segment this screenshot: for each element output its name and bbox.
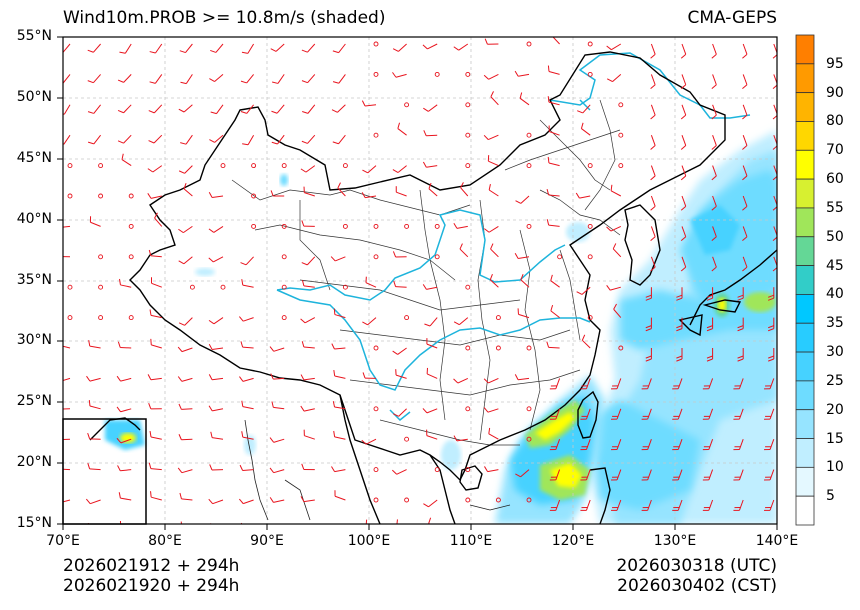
valid-time-cst: 2026030402 (CST) <box>617 576 777 596</box>
model-name: CMA-GEPS <box>687 8 777 28</box>
colorbar-segment <box>795 149 815 180</box>
colorbar-segment <box>795 178 815 209</box>
colorbar-label: 15 <box>826 430 844 447</box>
lat-label-35: 35°N <box>16 272 52 288</box>
init-time-line2: 2026021920 + 294h <box>63 576 240 596</box>
colorbar-label: 80 <box>826 113 844 130</box>
colorbar-segment <box>795 495 815 526</box>
colorbar-segment <box>795 380 815 411</box>
lat-label-55: 55°N <box>16 28 52 44</box>
colorbar-segment <box>795 207 815 238</box>
country-borders <box>89 51 777 524</box>
lon-label-100: 100°E <box>347 533 391 549</box>
colorbar-label: 50 <box>826 228 844 245</box>
colorbar-label: 90 <box>826 84 844 101</box>
lon-label-110: 110°E <box>449 533 493 549</box>
colorbar-label: 20 <box>826 401 844 418</box>
colorbar <box>795 34 815 526</box>
colorbar-segment <box>795 438 815 468</box>
wind-barbs <box>63 37 777 524</box>
init-time-line1: 2026021912 + 294h <box>63 556 240 576</box>
colorbar-segment <box>795 63 815 94</box>
colorbar-label: 35 <box>826 315 844 332</box>
valid-time-block: 2026030318 (UTC) 2026030402 (CST) <box>616 556 777 596</box>
lon-label-70: 70°E <box>46 533 80 549</box>
colorbar-label: 10 <box>826 459 844 476</box>
lon-label-90: 90°E <box>250 533 284 549</box>
colorbar-segment <box>795 265 815 295</box>
colorbar-label: 40 <box>826 286 844 303</box>
lat-label-20: 20°N <box>16 454 52 470</box>
colorbar-label: 25 <box>826 372 844 389</box>
lat-label-50: 50°N <box>16 89 52 105</box>
lat-label-45: 45°N <box>16 150 52 166</box>
colorbar-segment <box>795 351 815 382</box>
lat-label-15: 15°N <box>16 515 52 531</box>
colorbar-label: 95 <box>826 55 844 72</box>
valid-time-utc: 2026030318 (UTC) <box>616 556 777 576</box>
colorbar-segment <box>795 409 815 439</box>
axis-ticks <box>57 36 778 530</box>
chart-title: Wind10m.PROB >= 10.8m/s (shaded) <box>63 8 386 28</box>
lat-label-25: 25°N <box>16 393 52 409</box>
grid-lines <box>63 37 777 524</box>
colorbar-segment <box>795 92 815 122</box>
colorbar-label: 70 <box>826 142 844 159</box>
colorbar-segment <box>795 322 815 353</box>
lon-label-140: 140°E <box>755 533 799 549</box>
colorbar-label: 60 <box>826 171 844 188</box>
colorbar-label: 5 <box>826 488 835 505</box>
colorbar-label: 55 <box>826 199 844 216</box>
init-time-block: 2026021912 + 294h 2026021920 + 294h <box>63 556 239 596</box>
colorbar-segment <box>795 121 815 151</box>
colorbar-segment <box>795 34 815 65</box>
province-borders <box>231 99 621 446</box>
colorbar-segment <box>795 466 815 497</box>
lon-label-80: 80°E <box>148 533 182 549</box>
lon-label-130: 130°E <box>653 533 697 549</box>
rivers <box>276 52 751 422</box>
colorbar-segment <box>795 294 815 324</box>
probability-shading <box>105 130 777 524</box>
lat-label-40: 40°N <box>16 211 52 227</box>
colorbar-segment <box>795 236 815 266</box>
lon-label-120: 120°E <box>551 533 595 549</box>
colorbar-label: 45 <box>826 257 844 274</box>
colorbar-label: 30 <box>826 344 844 361</box>
lat-label-30: 30°N <box>16 332 52 348</box>
